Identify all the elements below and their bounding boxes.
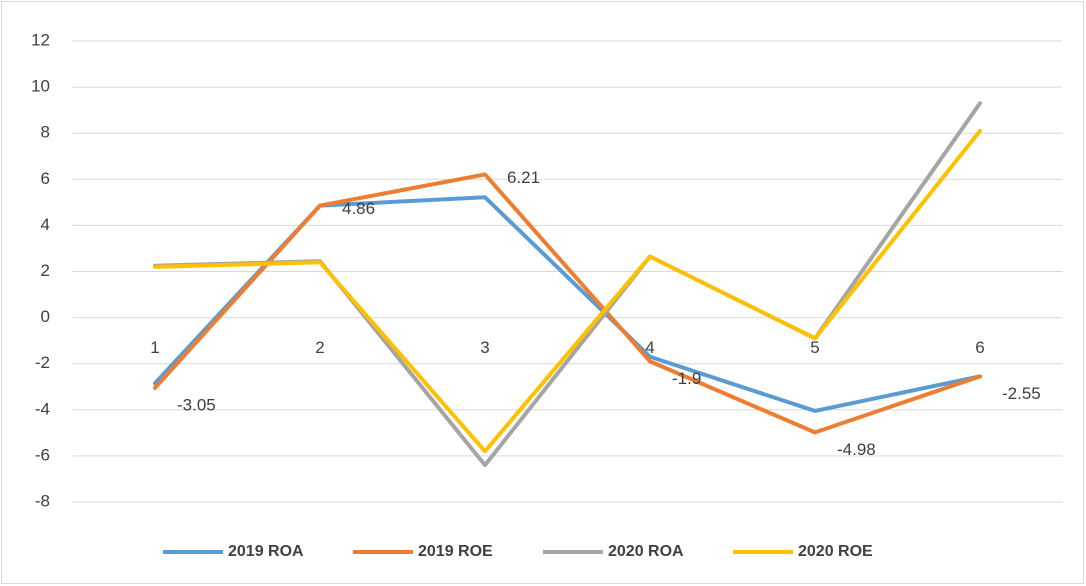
y-tick-label: -6 [35, 445, 50, 464]
y-tick-label: 8 [41, 123, 50, 142]
legend-label: 2019 ROE [418, 543, 493, 560]
y-tick-label: 0 [41, 307, 50, 326]
x-tick-label: 6 [975, 338, 984, 357]
legend-label: 2020 ROE [798, 543, 873, 560]
y-tick-label: 12 [31, 30, 50, 49]
legend-label: 2019 ROA [228, 543, 304, 560]
y-tick-label: 6 [41, 169, 50, 188]
y-tick-label: 4 [41, 215, 50, 234]
y-tick-label: 2 [41, 261, 50, 280]
x-tick-label: 3 [480, 338, 489, 357]
x-tick-label: 1 [150, 338, 159, 357]
x-tick-label: 5 [810, 338, 819, 357]
data-label: -1.9 [672, 369, 701, 388]
data-label: 6.21 [507, 168, 540, 187]
x-tick-label: 2 [315, 338, 324, 357]
data-label: 4.86 [342, 199, 375, 218]
data-label: -3.05 [177, 395, 216, 414]
data-label: -4.98 [837, 440, 876, 459]
line-series [153, 128, 982, 454]
line-series [153, 172, 982, 435]
x-tick-label: 4 [645, 338, 654, 357]
y-tick-label: -4 [35, 399, 50, 418]
legend-label: 2020 ROA [608, 543, 684, 560]
y-tick-label: -2 [35, 353, 50, 372]
y-tick-label: -8 [35, 491, 50, 510]
y-tick-label: 10 [31, 77, 50, 96]
data-label: -2.55 [1002, 384, 1041, 403]
